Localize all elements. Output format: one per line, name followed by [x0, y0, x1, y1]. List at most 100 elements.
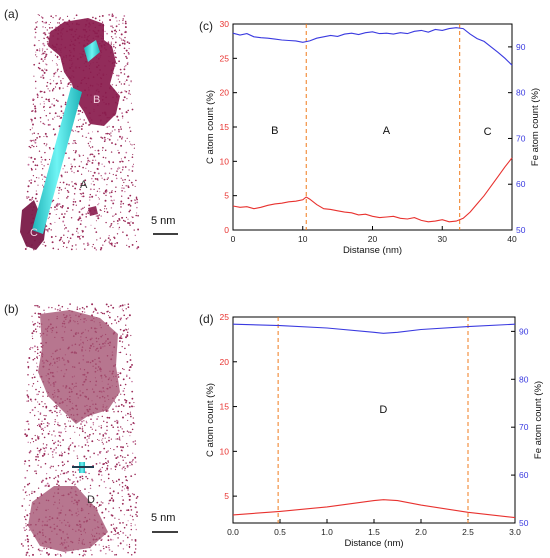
atom-dot — [64, 103, 67, 106]
atom-dot — [79, 427, 81, 430]
atom-dot — [24, 476, 27, 479]
atom-dot — [52, 87, 55, 90]
atom-dot — [112, 125, 115, 128]
atom-dot — [134, 456, 137, 459]
atom-dot — [118, 436, 121, 438]
atom-dot — [87, 244, 89, 246]
atom-dot — [120, 426, 122, 428]
atom-dot — [132, 417, 134, 419]
atom-dot — [127, 489, 129, 491]
atom-dot — [47, 485, 50, 487]
atom-dot — [101, 415, 103, 418]
atom-dot — [63, 165, 66, 167]
panel-letter: (c) — [199, 19, 213, 33]
atom-dot — [81, 306, 84, 309]
atom-dot — [124, 20, 127, 23]
atom-dot — [83, 420, 85, 422]
atom-dot — [45, 405, 48, 408]
atom-dot — [77, 218, 80, 221]
atom-dot — [133, 229, 135, 231]
atom-dot — [118, 130, 120, 133]
atom-dot — [105, 546, 108, 548]
atom-dot — [129, 366, 131, 369]
atom-dot — [61, 206, 64, 209]
atom-dot — [36, 49, 39, 52]
atom-dot — [35, 176, 38, 179]
atom-dot — [119, 219, 121, 221]
atom-dot — [46, 228, 49, 231]
atom-dot — [111, 494, 113, 497]
atom-dot — [48, 410, 51, 412]
atom-dot — [44, 485, 46, 487]
atom-dot — [119, 372, 122, 375]
atom-dot — [111, 180, 113, 183]
atom-dot — [113, 50, 115, 52]
atom-dot — [52, 456, 54, 458]
atom-dot — [72, 209, 74, 211]
atom-dot — [79, 308, 81, 310]
atom-dot — [47, 124, 50, 126]
atom-dot — [137, 228, 140, 231]
x-tick-label: 0.5 — [274, 527, 286, 537]
atom-dot — [89, 153, 92, 155]
atom-dot — [36, 365, 39, 368]
atom-dot — [57, 425, 59, 427]
atom-dot — [75, 204, 77, 206]
atom-dot — [54, 86, 57, 88]
chart-c: (c)0 10 20 30 400510152025305060708090Distan… — [199, 19, 541, 256]
y-right-tick-label: 70 — [519, 422, 529, 432]
atom-dot — [60, 105, 62, 107]
atom-dot — [126, 442, 128, 445]
atom-dot — [74, 201, 77, 203]
atom-dot — [108, 461, 110, 463]
atom-dot — [72, 425, 75, 427]
y-right-tick-label: 90 — [516, 42, 526, 52]
atom-dot — [85, 167, 87, 169]
atom-dot — [55, 213, 57, 216]
atom-dot — [83, 308, 86, 310]
atom-dot — [69, 81, 71, 84]
atom-dot — [41, 17, 44, 19]
atom-dot — [24, 509, 27, 511]
atom-dot — [31, 437, 34, 440]
atom-dot — [43, 165, 45, 167]
atom-dot — [26, 483, 29, 486]
atom-dot — [79, 200, 82, 202]
atom-dot — [55, 405, 57, 407]
atom-dot — [55, 235, 57, 238]
atom-dot — [80, 184, 82, 186]
atom-dot — [128, 344, 130, 346]
atom-dot — [47, 98, 50, 101]
atom-dot — [34, 141, 37, 144]
atom-dot — [29, 442, 32, 444]
atom-dot — [67, 452, 70, 455]
atom-dot — [129, 194, 132, 197]
atom-dot — [56, 479, 59, 482]
atom-dot — [62, 112, 64, 114]
atom-dot — [112, 26, 114, 29]
atom-dot — [38, 418, 40, 420]
region-label-a: A — [80, 179, 88, 191]
atom-dot — [62, 78, 64, 80]
atom-dot — [44, 244, 47, 247]
atom-dot — [124, 191, 126, 193]
atom-dot — [135, 497, 138, 499]
atom-dot — [120, 410, 123, 413]
atom-dot — [131, 363, 133, 366]
atom-dot — [102, 502, 104, 504]
atom-dot — [115, 186, 117, 188]
atom-dot — [100, 425, 102, 427]
atom-dot — [103, 547, 105, 550]
atom-dot — [117, 223, 119, 225]
atom-dot — [42, 70, 45, 72]
atom-dot — [45, 415, 47, 417]
atom-dot — [50, 465, 52, 467]
atom-dot — [74, 139, 76, 142]
atom-dot — [107, 138, 109, 140]
atom-dot — [77, 126, 79, 128]
atom-dot — [37, 450, 39, 452]
x-tick-label: 1.0 — [321, 527, 333, 537]
atom-dot — [84, 248, 86, 250]
atom-dot — [118, 60, 120, 63]
atom-dot — [64, 187, 66, 189]
